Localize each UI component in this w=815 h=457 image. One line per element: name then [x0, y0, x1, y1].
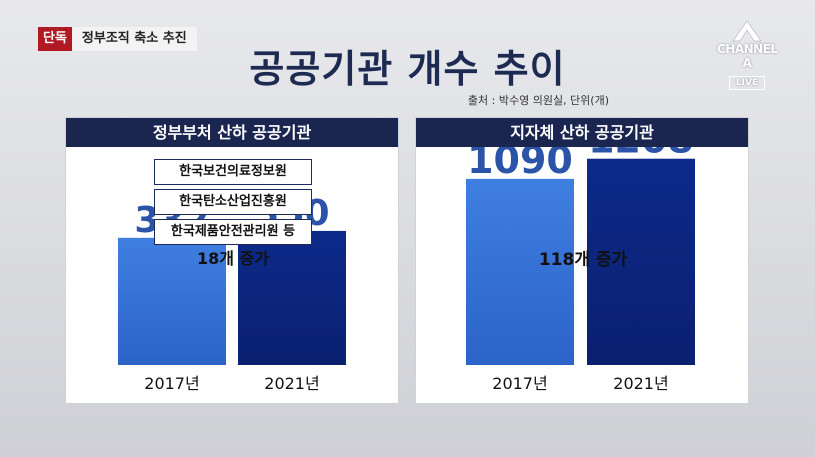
- category-label-2021년: 2021년: [264, 374, 319, 393]
- ministry-panel-header: 정부부처 산하 공공기관: [66, 118, 398, 147]
- value-label-2021년: 1208: [588, 147, 694, 162]
- local-gov-panel-header: 지자체 산하 공공기관: [416, 118, 748, 147]
- bar-2021년: [587, 158, 695, 365]
- value-label-2017년: 1090: [467, 147, 573, 182]
- ministry-increase-label: 18개 증가: [197, 249, 269, 268]
- source-note: 출처 : 박수영 의원실, 단위(개): [467, 94, 609, 107]
- channel-a-icon: [732, 20, 762, 42]
- news-ticker: 단독 정부조직 축소 추진: [38, 27, 197, 51]
- bar-2017년: [466, 178, 574, 365]
- example-institution-item: 한국제품안전관리원 등: [154, 219, 312, 245]
- example-institution-item: 한국탄소산업진흥원: [154, 189, 312, 215]
- channel-logo: CHANNEL A LIVE: [717, 20, 778, 90]
- category-label-2017년: 2017년: [492, 374, 547, 393]
- local-gov-bar-chart: 1090 2017년 1208 2021년: [466, 147, 695, 393]
- live-tag: LIVE: [728, 76, 766, 90]
- exclusive-badge: 단독: [38, 27, 72, 51]
- bar-2017년: [118, 237, 226, 365]
- local-gov-increase-label: 118개 증가: [538, 250, 628, 270]
- logo-text: CHANNEL A: [717, 42, 778, 70]
- category-label-2017년: 2017년: [144, 374, 199, 393]
- local-gov-panel: 지자체 산하 공공기관 1090 2017년 1208 2021년 118개 증가: [415, 117, 749, 404]
- bar-2021년: [238, 230, 346, 365]
- example-institution-list: 한국보건의료정보원 한국탄소산업진흥원 한국제품안전관리원 등: [154, 159, 312, 249]
- headline-text: 정부조직 축소 추진: [71, 27, 197, 51]
- ministry-panel: 정부부처 산하 공공기관 3322017년3502021년 한국보건의료정보원 …: [65, 117, 399, 404]
- example-institution-item: 한국보건의료정보원: [154, 159, 312, 185]
- category-label-2021년: 2021년: [613, 374, 668, 393]
- page-title: 공공기관 개수 추이: [249, 47, 566, 91]
